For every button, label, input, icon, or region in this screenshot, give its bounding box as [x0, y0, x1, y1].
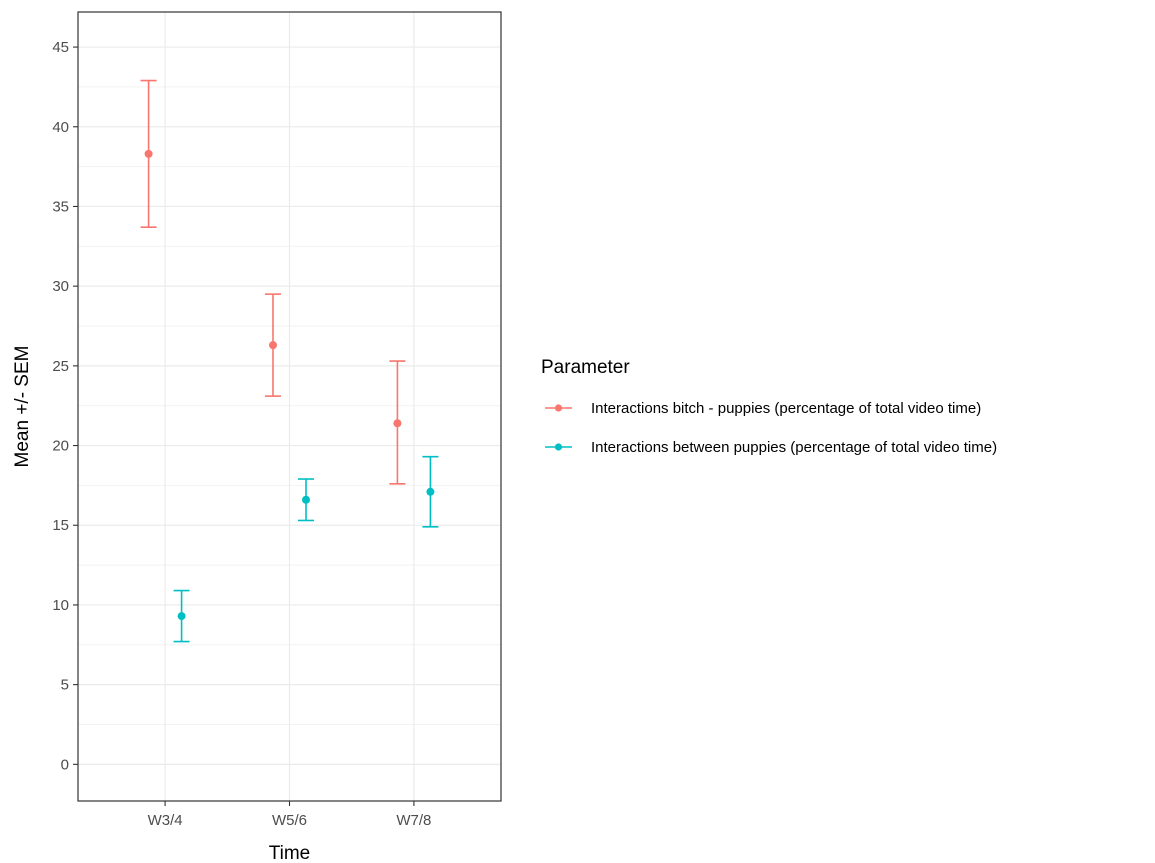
x-axis-title: Time	[269, 843, 311, 863]
y-tick-label: 10	[52, 597, 69, 614]
data-point	[177, 612, 186, 621]
legend-label: Interactions between puppies (percentage…	[591, 439, 997, 456]
series-layer	[140, 79, 439, 643]
legend-title: Parameter	[541, 357, 630, 378]
y-axis-title: Mean +/- SEM	[12, 346, 33, 468]
y-tick-label: 20	[52, 438, 69, 455]
y-tick-label: 35	[52, 198, 69, 215]
data-point	[393, 419, 402, 428]
major-gridlines	[78, 12, 501, 801]
tick-labels: 0 5 10 15 20 25 30 35 40 45 W3/4 W5/6 W7/8	[52, 39, 431, 829]
y-tick-label: 30	[52, 278, 69, 295]
y-tick-label: 0	[61, 756, 69, 773]
data-point	[302, 495, 310, 504]
y-tick-label: 40	[52, 119, 69, 136]
series-2	[173, 455, 439, 643]
y-tick-label: 45	[52, 39, 69, 56]
y-tick-label: 25	[52, 358, 69, 375]
series-1	[140, 79, 406, 485]
legend-items: Interactions bitch - puppies (percentage…	[545, 400, 997, 456]
x-tick-label: W5/6	[272, 812, 307, 829]
x-tick-label: W3/4	[148, 812, 183, 829]
x-tick-label: W7/8	[396, 812, 431, 829]
data-point	[144, 149, 153, 158]
legend-item: Interactions between puppies (percentage…	[545, 439, 997, 456]
legend-label: Interactions bitch - puppies (percentage…	[591, 400, 981, 417]
axis-ticks	[73, 46, 415, 806]
y-tick-label: 15	[52, 517, 69, 534]
y-tick-label: 5	[61, 677, 69, 694]
data-point	[269, 341, 277, 350]
legend-key-point	[554, 443, 563, 451]
legend-item: Interactions bitch - puppies (percentage…	[545, 400, 981, 417]
data-point	[426, 487, 435, 496]
legend: Parameter Interactions bitch - puppies (…	[541, 357, 997, 456]
legend-key-point	[554, 404, 563, 412]
